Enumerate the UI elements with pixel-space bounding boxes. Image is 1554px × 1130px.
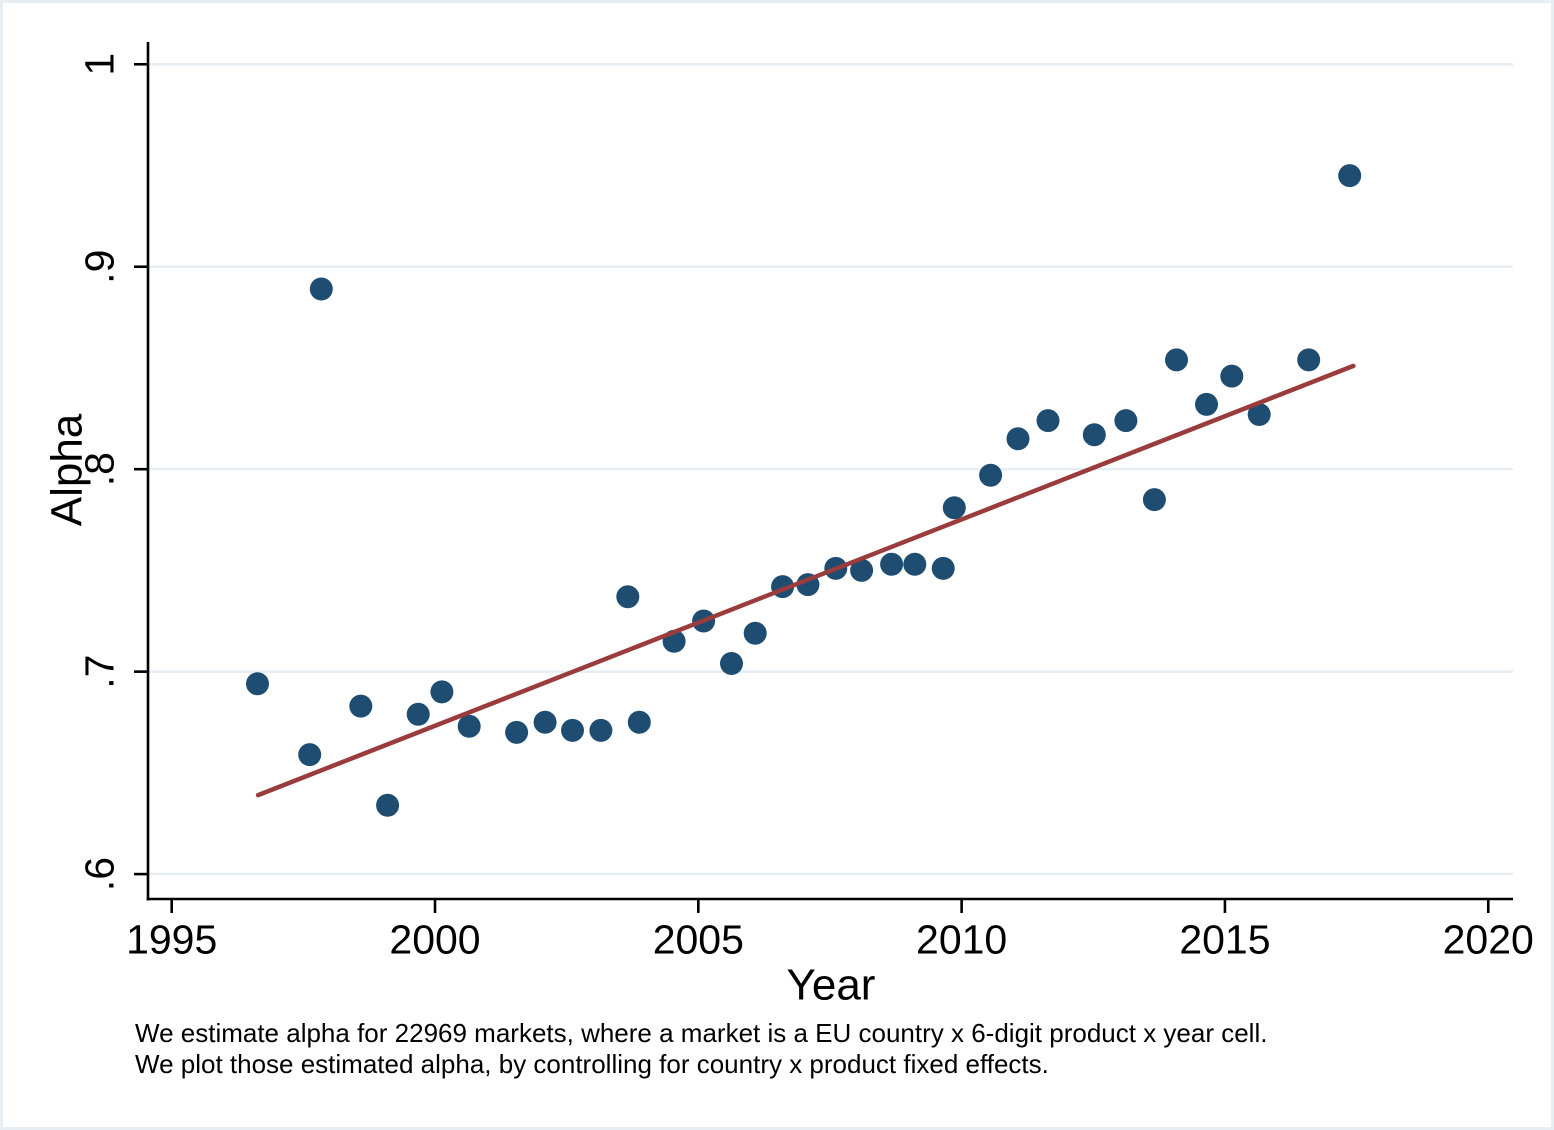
x-tick-label: 2020 bbox=[1443, 916, 1534, 962]
scatter-point bbox=[1082, 423, 1106, 447]
x-tick-label: 1995 bbox=[126, 916, 217, 962]
scatter-point bbox=[1114, 409, 1138, 433]
scatter-point bbox=[616, 585, 640, 609]
gridlines bbox=[149, 63, 1513, 876]
scatter-point bbox=[376, 793, 400, 817]
scatter-point bbox=[309, 277, 333, 301]
y-axis-title: Alpha bbox=[42, 413, 91, 526]
scatter-point bbox=[561, 718, 584, 742]
x-axis-ticks: 1995 2000 2005 2010 2015 2020 bbox=[126, 899, 1534, 962]
note-line-2: We plot those estimated alpha, by contro… bbox=[135, 1049, 1049, 1079]
scatter-point bbox=[942, 496, 966, 520]
y-tick-label: .7 bbox=[76, 655, 122, 689]
scatter-point bbox=[850, 558, 874, 582]
x-tick-label: 2000 bbox=[389, 916, 480, 962]
scatter-point bbox=[298, 743, 322, 767]
scatter-point bbox=[1165, 348, 1188, 372]
y-axis-ticks: .6 .7 .8 .9 1 bbox=[76, 53, 148, 891]
x-axis-title: Year bbox=[787, 960, 876, 1009]
scatter-point bbox=[246, 672, 269, 696]
scatter-point bbox=[627, 710, 651, 734]
scatter-point bbox=[1036, 409, 1060, 433]
scatter-point bbox=[1247, 403, 1271, 426]
scatter-point bbox=[743, 621, 767, 645]
scatter-point bbox=[349, 694, 373, 718]
fitted-line-group bbox=[255, 363, 1356, 798]
scatter-point bbox=[880, 552, 904, 576]
scatter-point bbox=[979, 463, 1003, 487]
scatter-point bbox=[1297, 348, 1321, 372]
scatter-point bbox=[1220, 364, 1244, 388]
x-tick-label: 2005 bbox=[653, 916, 744, 962]
scatter-point bbox=[1338, 164, 1362, 188]
scatter-point bbox=[1142, 488, 1166, 512]
scatter-point bbox=[589, 718, 613, 742]
scatter-point bbox=[931, 556, 955, 580]
y-tick-label: .8 bbox=[76, 452, 122, 486]
scatter-point bbox=[505, 720, 529, 744]
x-tick-label: 2010 bbox=[916, 916, 1007, 962]
note-line-1: We estimate alpha for 22969 markets, whe… bbox=[135, 1018, 1267, 1048]
y-tick-label: 1 bbox=[76, 53, 122, 76]
axes bbox=[146, 42, 1513, 901]
scatter-point bbox=[533, 710, 557, 734]
scatter-point bbox=[457, 714, 481, 738]
scatter-point bbox=[1006, 427, 1030, 451]
y-tick-label: .9 bbox=[76, 250, 122, 284]
y-tick-label: .6 bbox=[76, 857, 122, 891]
scatter-point bbox=[720, 652, 743, 675]
scatter-point bbox=[1195, 392, 1218, 416]
scatter-point bbox=[430, 680, 454, 704]
x-tick-label: 2015 bbox=[1179, 916, 1270, 962]
scatter-point bbox=[406, 702, 430, 726]
scatter-chart: .6.7.8.91 1995 2000 2005 2010 2015 2020 Year … bbox=[42, 42, 1534, 1079]
scatter-point bbox=[903, 552, 927, 576]
fitted-trend-line bbox=[255, 363, 1356, 798]
scatter-points bbox=[246, 164, 1362, 817]
